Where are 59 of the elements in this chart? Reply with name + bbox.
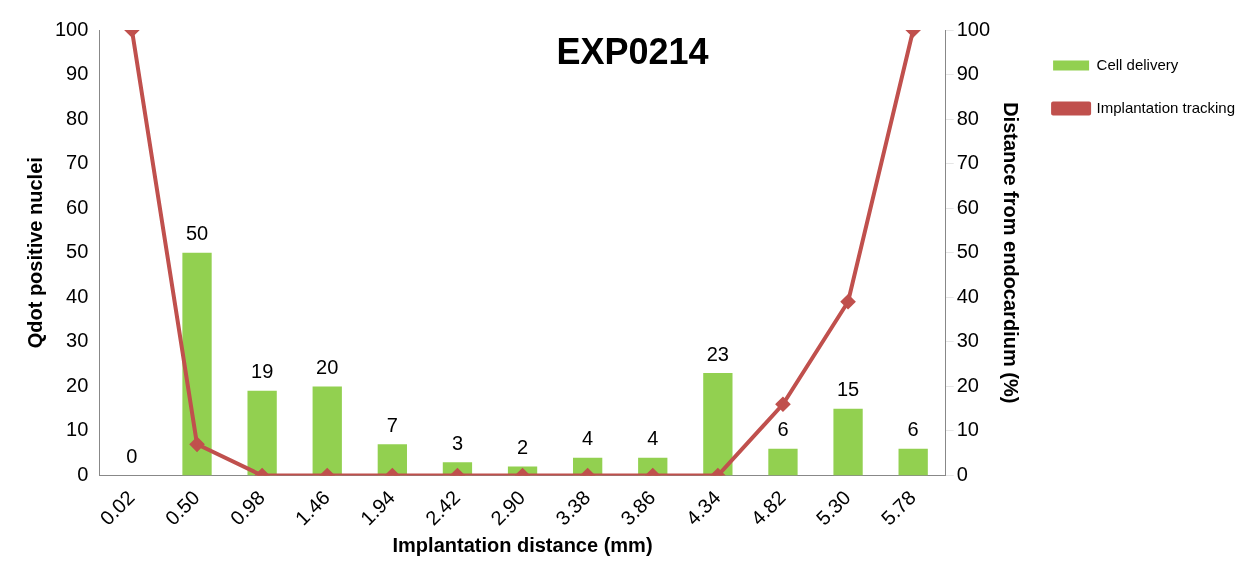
bar bbox=[898, 448, 928, 476]
x-tick-label: 5.78 bbox=[876, 486, 920, 530]
y-tick-label: 100 bbox=[54, 17, 89, 40]
x-tick-label: 4.34 bbox=[681, 486, 725, 530]
data-label: 6 bbox=[907, 418, 919, 441]
x-tick-label: 5.30 bbox=[811, 486, 855, 530]
data-label: 50 bbox=[185, 222, 209, 245]
y2-tick-label: 40 bbox=[956, 284, 979, 307]
y2-tick-label: 80 bbox=[956, 106, 979, 129]
point bbox=[841, 294, 856, 309]
data-label: 2 bbox=[516, 436, 529, 459]
data-label: 3 bbox=[451, 431, 464, 454]
y2-axis-title: Distance from endocardium (%) bbox=[999, 102, 1022, 404]
data-label: 4 bbox=[582, 427, 594, 450]
data-label: 20 bbox=[316, 355, 339, 378]
y-tick-label: 70 bbox=[66, 151, 89, 174]
chart-title: EXP0214 bbox=[556, 30, 709, 72]
y-tick-label: 0 bbox=[77, 463, 89, 486]
legend-label: Cell delivery bbox=[1096, 55, 1179, 73]
bar bbox=[247, 390, 277, 476]
y-tick-label: 80 bbox=[66, 106, 89, 129]
y2-tick-label: 30 bbox=[956, 329, 979, 352]
x-axis-title: Implantation distance (mm) bbox=[392, 533, 653, 556]
x-tick-label: 0.98 bbox=[225, 486, 269, 530]
data-label: 6 bbox=[777, 418, 789, 441]
data-label: 7 bbox=[386, 413, 398, 436]
x-tick-label: 3.38 bbox=[551, 486, 595, 530]
bar bbox=[768, 448, 798, 476]
x-tick-label: 0.50 bbox=[160, 486, 204, 530]
y2-tick-label: 10 bbox=[956, 418, 979, 441]
bar bbox=[182, 252, 212, 476]
data-label: 15 bbox=[836, 378, 860, 401]
data-label: 4 bbox=[647, 427, 659, 450]
y-axis-title: Qdot positive nuclei bbox=[23, 157, 46, 349]
y2-tick-label: 20 bbox=[956, 373, 979, 396]
y-tick-label: 50 bbox=[66, 240, 89, 263]
y2-tick-label: 0 bbox=[956, 463, 968, 486]
y-tick-label: 20 bbox=[66, 373, 89, 396]
y2-tick-label: 90 bbox=[956, 62, 979, 85]
y2-tick-label: 60 bbox=[956, 195, 979, 218]
y2-tick-label: 70 bbox=[956, 151, 979, 174]
x-tick-label: 3.86 bbox=[616, 486, 660, 530]
bar bbox=[833, 408, 863, 476]
x-tick-label: 0.02 bbox=[95, 486, 139, 530]
legend-label: Implantation tracking bbox=[1096, 98, 1235, 116]
y-tick-label: 30 bbox=[66, 329, 89, 352]
y2-tick-label: 100 bbox=[956, 17, 991, 40]
data-label: 23 bbox=[706, 342, 729, 365]
bar bbox=[312, 386, 342, 476]
bar bbox=[703, 373, 733, 476]
data-label: 19 bbox=[251, 360, 274, 383]
x-tick-label: 4.82 bbox=[746, 486, 790, 530]
y2-tick-label: 50 bbox=[956, 240, 979, 263]
data-label: 0 bbox=[126, 445, 138, 468]
y-tick-label: 10 bbox=[66, 418, 89, 441]
y-tick-label: 40 bbox=[66, 284, 89, 307]
y-tick-label: 60 bbox=[66, 195, 89, 218]
bar bbox=[377, 444, 407, 476]
y-tick-label: 90 bbox=[66, 62, 89, 85]
